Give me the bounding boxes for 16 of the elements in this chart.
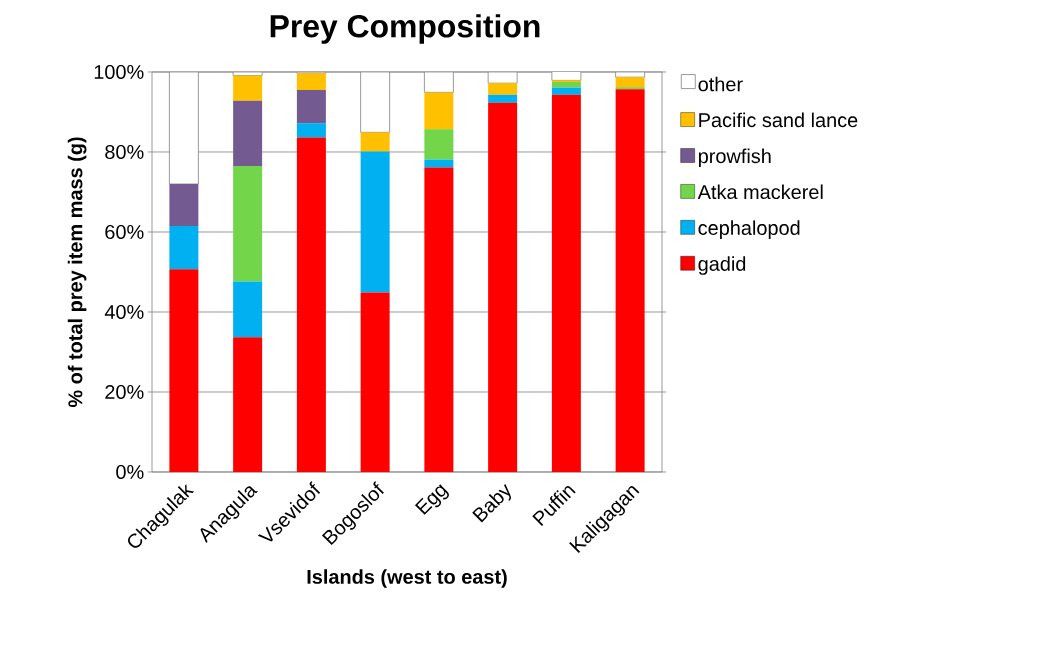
- legend-label: Atka mackerel: [697, 184, 823, 200]
- x-tick-label: Egg: [414, 484, 449, 515]
- y-tick-label: 100%: [94, 64, 144, 80]
- y-tick-label: 80%: [105, 144, 144, 160]
- legend-label: Pacific sand lance: [699, 112, 858, 128]
- x-axis-title: Islands (west to east): [307, 569, 507, 588]
- y-tick-label: 40%: [104, 304, 144, 320]
- legend-label: gadid: [698, 256, 746, 275]
- y-axis-title: % of total prey item mass (g): [67, 137, 87, 408]
- text: other: [698, 76, 743, 92]
- legend-label: prowfish: [698, 148, 771, 168]
- chart-title: Prey Composition: [270, 14, 540, 44]
- y-tick-label: 60%: [105, 224, 144, 240]
- y-tick-label: 20%: [105, 384, 144, 400]
- legend-label: cephalopod: [698, 220, 800, 239]
- y-tick-label: 0%: [116, 464, 144, 480]
